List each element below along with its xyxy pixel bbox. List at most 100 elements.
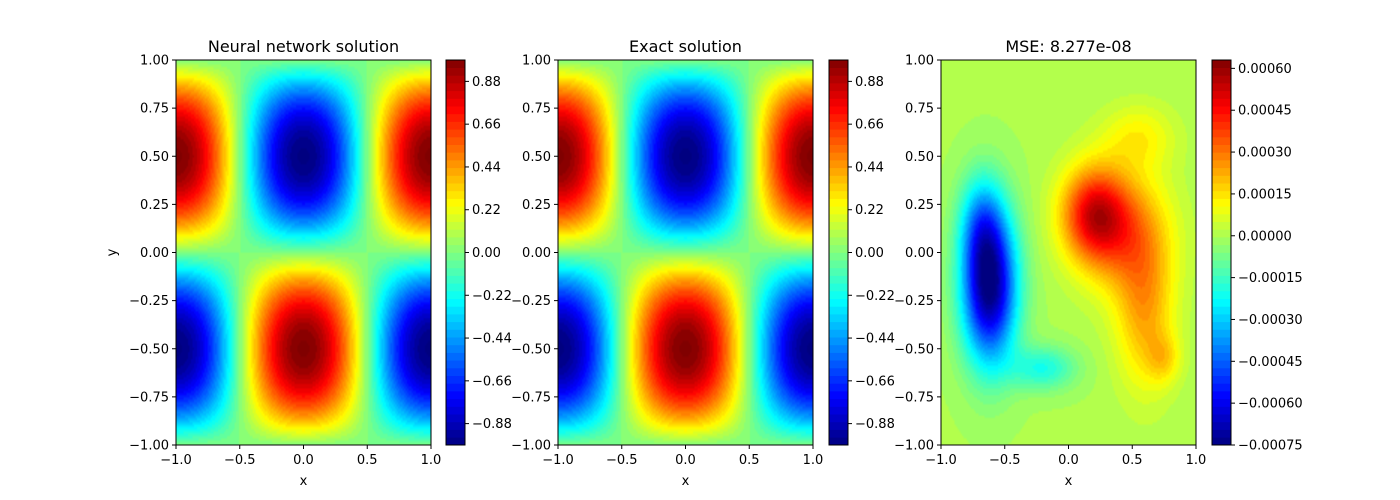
colorbar-band (829, 113, 848, 122)
x-tick-label: 0.5 (739, 453, 760, 468)
colorbar-band (829, 390, 848, 400)
colorbar-band (446, 198, 465, 207)
colorbar-band (446, 90, 465, 99)
heatmap-image (176, 60, 431, 445)
colorbar-band (446, 329, 465, 338)
colorbar-band (446, 352, 465, 361)
y-tick-label: −0.75 (511, 390, 551, 405)
colorbar-band (446, 113, 465, 122)
y-tick-label: −0.75 (129, 390, 169, 405)
y-tick-label: 0.75 (905, 102, 934, 117)
colorbar-band (446, 59, 465, 68)
colorbar-band (829, 413, 848, 423)
colorbar-band (1212, 383, 1231, 392)
x-tick-label: −1.0 (542, 453, 574, 468)
x-tick-label: 0.5 (1122, 453, 1143, 468)
colorbar-tick-label: −0.00060 (1238, 397, 1303, 412)
colorbar-band (1212, 290, 1231, 299)
x-axis-label: x (1065, 474, 1073, 489)
y-tick-label: 0.25 (140, 198, 169, 213)
subplot-title: Neural network solution (208, 37, 399, 56)
y-tick-label: 0.75 (140, 102, 169, 117)
colorbar-band (446, 283, 465, 292)
colorbar-band (829, 159, 848, 169)
y-tick-label: −0.50 (894, 342, 934, 357)
colorbar-band (1212, 213, 1231, 222)
subplot-title: Exact solution (629, 37, 742, 56)
colorbar-band (446, 267, 465, 276)
colorbar-band (1212, 182, 1231, 192)
colorbar-band (446, 367, 465, 376)
colorbar-band (1212, 159, 1231, 169)
colorbar-band (446, 321, 465, 330)
colorbar-band (829, 275, 848, 284)
y-tick-label: −0.50 (511, 342, 551, 357)
colorbar-band (829, 190, 848, 199)
y-tick-label: 1.00 (140, 54, 169, 69)
colorbar-band (829, 136, 848, 145)
colorbar-band (1212, 259, 1231, 269)
subplot-3: −1.0 −0.5 0.0 0.5 1.0 −1.00 −0.75 −0.50 −0.25 0.0… (894, 37, 1303, 489)
colorbar-band (829, 421, 848, 430)
colorbar-tick-label: 0.66 (472, 118, 501, 133)
colorbar-band (446, 190, 465, 199)
x-tick-label: 1.0 (421, 453, 442, 468)
y-tick-label: 0.00 (522, 246, 551, 261)
colorbar-band (446, 206, 465, 215)
colorbar-band (1212, 437, 1231, 446)
colorbar-band (446, 75, 465, 84)
colorbar-band (829, 321, 848, 330)
colorbar-band (1212, 221, 1231, 230)
colorbar-band (829, 213, 848, 222)
colorbar-band (829, 221, 848, 230)
colorbar-band (446, 136, 465, 145)
colorbar-band (446, 398, 465, 407)
colorbar-band (829, 229, 848, 238)
colorbar: −0.88 −0.66 −0.44 −0.22 0.00 0.22 0.44 0.66 0.88 (828, 59, 895, 446)
colorbar-band (446, 175, 465, 184)
colorbar-band (1212, 360, 1231, 369)
y-tick-label: −1.00 (511, 439, 551, 454)
colorbar-tick-label: 0.44 (472, 160, 501, 175)
colorbar-band (829, 167, 848, 176)
colorbar-tick-label: −0.88 (472, 417, 512, 432)
y-axis-label: y (105, 248, 120, 256)
y-tick-label: 0.25 (522, 198, 551, 213)
colorbar-tick-label: −0.66 (472, 374, 512, 389)
colorbar-band (829, 252, 848, 261)
colorbar-tick-label: 0.44 (855, 160, 884, 175)
colorbar-band (1212, 413, 1231, 423)
x-tick-label: 0.0 (675, 453, 696, 468)
colorbar-band (1212, 105, 1231, 115)
y-tick-label: 0.25 (905, 198, 934, 213)
colorbar-tick-label: 0.00000 (1238, 229, 1292, 244)
colorbar-band (829, 267, 848, 276)
colorbar-band (446, 375, 465, 384)
colorbar-band (829, 129, 848, 138)
colorbar-tick-label: −0.66 (855, 374, 895, 389)
colorbar-band (446, 290, 465, 299)
colorbar-band (1212, 283, 1231, 292)
subplot-2: −1.0 −0.5 0.0 0.5 1.0 −1.00 −0.75 −0.50 −0.25 0.0… (511, 37, 895, 489)
colorbar-tick-label: 0.88 (855, 75, 884, 90)
x-tick-label: 0.0 (1058, 453, 1079, 468)
colorbar-band (829, 152, 848, 161)
colorbar-band (1212, 306, 1231, 315)
y-tick-label: −0.75 (894, 390, 934, 405)
colorbar-band (446, 252, 465, 261)
colorbar-band (446, 229, 465, 238)
colorbar-band (1212, 75, 1231, 84)
x-tick-label: −0.5 (606, 453, 638, 468)
colorbar-band (829, 283, 848, 292)
colorbar-band (829, 329, 848, 338)
colorbar-band (1212, 275, 1231, 284)
colorbar-band (1212, 252, 1231, 261)
colorbar-band (1212, 90, 1231, 99)
colorbar-band (829, 121, 848, 130)
colorbar-band (1212, 59, 1231, 68)
colorbar-tick-label: 0.66 (855, 118, 884, 133)
colorbar-band (829, 206, 848, 215)
colorbar-band (829, 429, 848, 438)
colorbar-band (446, 306, 465, 315)
colorbar-band (1212, 244, 1231, 253)
